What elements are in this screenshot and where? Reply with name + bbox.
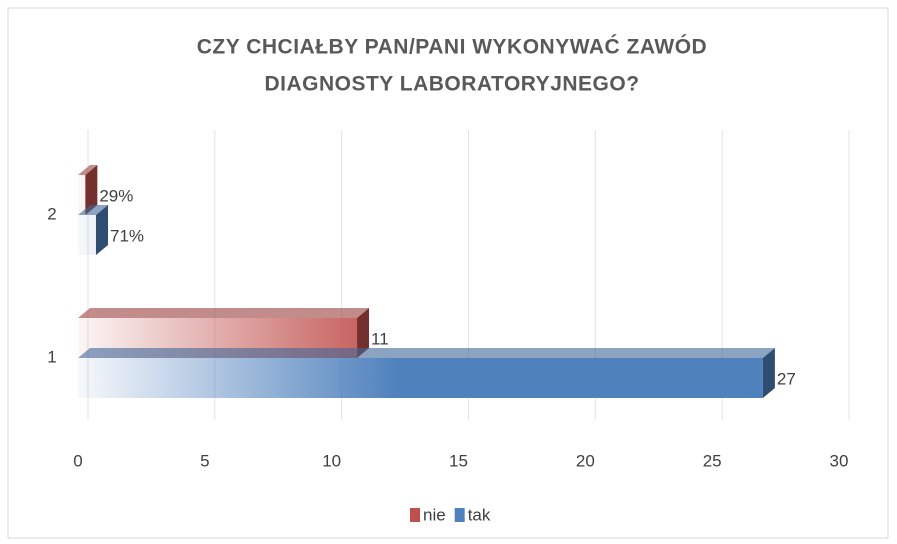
bar-side	[96, 205, 109, 255]
legend-swatch	[454, 508, 465, 522]
x-tick-label: 20	[576, 451, 595, 470]
x-tick-label: 30	[830, 451, 849, 470]
bar-side	[85, 165, 98, 215]
legend-label: tak	[468, 505, 491, 524]
bar-top	[78, 308, 370, 318]
x-tick-label: 10	[322, 451, 341, 470]
bar-top	[78, 348, 775, 358]
data-label: 29%	[99, 186, 133, 205]
bar-side	[357, 308, 370, 358]
data-label: 27	[777, 369, 796, 388]
data-label: 11	[371, 329, 389, 348]
chart-title: CZY CHCIAŁBY PAN/PANI WYKONYWAĆ ZAWÓD	[197, 35, 707, 59]
chart-border	[7, 7, 889, 539]
bar-top	[78, 165, 98, 175]
data-label: 71%	[110, 226, 144, 245]
bar-top	[78, 205, 109, 215]
chart-title-line2: DIAGNOSTY LABORATORYJNEGO?	[264, 73, 639, 96]
x-tick-label: 0	[73, 451, 82, 470]
y-tick-label: 1	[47, 347, 56, 366]
bar	[78, 215, 97, 255]
x-tick-label: 15	[449, 451, 468, 470]
bar-side	[762, 348, 775, 398]
x-tick-label: 25	[703, 451, 722, 470]
legend-label: nie	[423, 505, 446, 524]
bar	[78, 175, 86, 215]
y-tick-label: 2	[47, 204, 56, 223]
x-tick-label: 5	[200, 451, 209, 470]
bar	[78, 358, 763, 398]
legend-swatch	[410, 508, 420, 522]
